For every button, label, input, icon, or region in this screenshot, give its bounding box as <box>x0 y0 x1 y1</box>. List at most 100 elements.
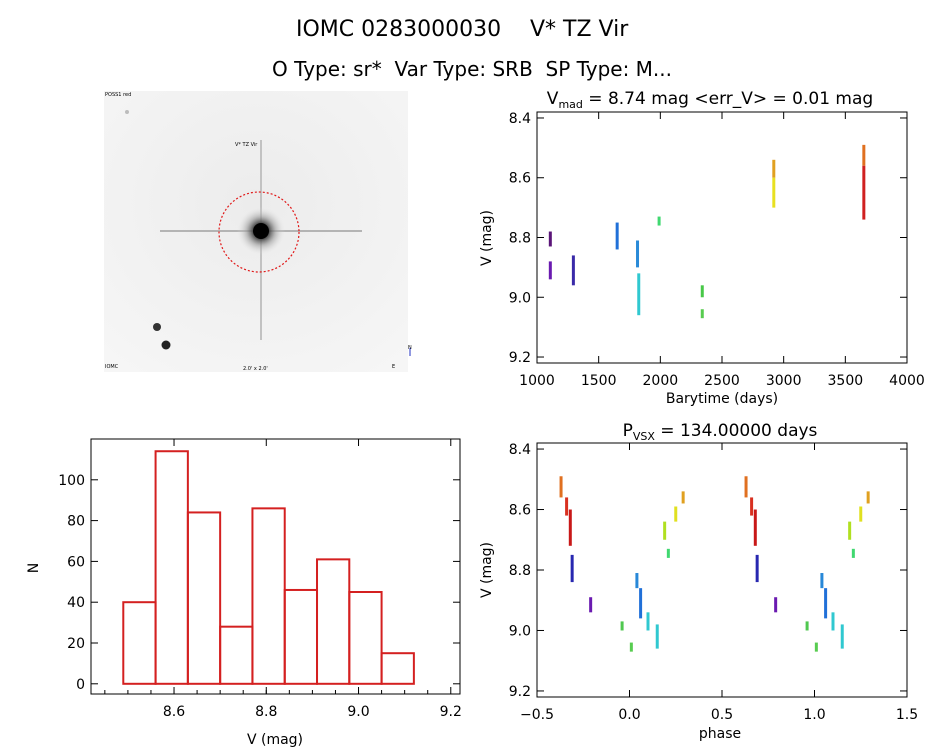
light-curve-title: Vmad = 8.74 mag <err_V> = 0.01 mag <box>547 89 873 111</box>
phase-title-post: = 134.00000 days <box>655 421 818 441</box>
phase-point-group <box>831 612 835 631</box>
histogram-bar <box>186 511 222 685</box>
phase-point-group <box>840 624 844 649</box>
phase-point-group <box>753 509 757 546</box>
image-east-label: E <box>392 364 395 370</box>
phase-point-group <box>666 548 670 558</box>
light-curve-frame <box>536 111 908 364</box>
phase-point-group <box>559 476 563 498</box>
field-star-1 <box>153 323 161 331</box>
light-curve-panel: Vmad = 8.74 mag <err_V> = 0.01 mag 8.48.… <box>479 89 925 407</box>
phase-point-group <box>750 497 754 516</box>
histogram-bar <box>219 625 254 685</box>
phase-x-ticks: −0.5 0.0 0.5 1.0 1.5 <box>520 443 918 723</box>
histogram-xtick-label: 8.6 <box>163 704 185 720</box>
image-target-label: V* TZ Vir <box>235 142 258 148</box>
light-curve-x-ticks: 1000 1500 2000 2500 3000 3500 4000 <box>519 112 925 389</box>
light-curve-ytick-label: 8.6 <box>509 171 531 187</box>
histogram-ytick-label: 100 <box>58 473 85 489</box>
phase-xtick-label: −0.5 <box>520 707 554 723</box>
light-curve-ytick-label: 9.0 <box>509 290 531 306</box>
histogram-bars <box>122 450 415 685</box>
histogram-bar <box>380 652 415 685</box>
image-survey-label: POSS1 red <box>105 92 131 98</box>
image-scale-label: 2.0' x 2.0' <box>243 366 268 372</box>
light-curve-xlabel: Barytime (days) <box>666 391 778 407</box>
phase-point-group <box>774 597 778 613</box>
phase-xtick-label: 1.5 <box>896 707 918 723</box>
histogram-bar <box>122 601 157 685</box>
phase-title-sub: VSX <box>633 430 656 443</box>
light-curve-ylabel: V (mag) <box>479 210 495 266</box>
phase-point-group <box>620 621 624 631</box>
light-curve-title-pre: V <box>547 89 559 109</box>
histogram-bar <box>316 558 351 685</box>
light-curve-title-sub: mad <box>558 98 582 111</box>
light-curve-ytick-label: 8.8 <box>509 231 531 247</box>
phase-point-group <box>565 497 569 516</box>
histogram-ytick-label: 0 <box>76 677 85 693</box>
histogram-x-ticks: 8.6 8.8 9.0 9.2 <box>104 439 462 720</box>
phase-point-group <box>851 548 855 558</box>
light-curve-point-group <box>772 177 776 208</box>
light-curve-ytick-label: 8.4 <box>509 111 531 127</box>
target-aperture-circle <box>218 191 300 273</box>
light-curve-point-group <box>772 159 776 178</box>
light-curve-y-ticks: 8.4 8.6 8.8 9.0 9.2 <box>509 111 907 366</box>
phase-ytick-label: 9.2 <box>509 684 531 700</box>
phase-point-group <box>570 554 574 583</box>
phase-point-group <box>859 506 863 522</box>
field-star-2 <box>161 340 171 350</box>
light-curve-xtick-label: 1000 <box>519 373 555 389</box>
histogram-xlabel: V (mag) <box>247 732 303 747</box>
phase-ylabel: V (mag) <box>479 542 495 598</box>
light-curve-point-group <box>862 144 866 166</box>
light-curve-point-group <box>615 222 619 250</box>
light-curve-ytick-label: 9.2 <box>509 350 531 366</box>
phase-point-group <box>848 521 852 540</box>
phase-point-group <box>663 521 667 540</box>
figure-title-id: IOMC 0283000030 <box>296 17 501 42</box>
phase-xtick-label: 0.5 <box>711 707 733 723</box>
light-curve-xtick-label: 2000 <box>643 373 679 389</box>
sky-image: POSS1 red V* TZ Vir IOMC 2.0' x 2.0' E N <box>104 91 412 372</box>
phase-point-group <box>568 509 572 546</box>
figure-title-name: V* TZ Vir <box>530 17 629 42</box>
light-curve-point-group <box>548 261 552 280</box>
target-star-core <box>253 223 269 239</box>
light-curve-point-group <box>700 285 704 298</box>
histogram-y-ticks: 0 20 40 60 80 100 <box>58 473 460 693</box>
phase-point-group <box>805 621 809 631</box>
phase-point-group <box>866 491 870 504</box>
histogram-ytick-label: 60 <box>67 554 85 570</box>
phase-ytick-label: 8.6 <box>509 503 531 519</box>
light-curve-point-group <box>571 255 575 286</box>
phase-ytick-label: 8.4 <box>509 442 531 458</box>
histogram-frame <box>90 438 461 695</box>
histogram-xtick-label: 9.0 <box>347 704 369 720</box>
histogram-bar <box>283 588 319 685</box>
histogram-bar <box>154 450 189 685</box>
histogram-ytick-label: 80 <box>67 514 85 530</box>
phase-y-ticks: 8.4 8.6 8.8 9.0 9.2 <box>509 442 907 700</box>
phase-point-group <box>744 476 748 498</box>
phase-point-group <box>639 588 643 619</box>
light-curve-point-group <box>637 273 641 316</box>
phase-point-group <box>674 506 678 522</box>
histogram-bar <box>251 507 286 685</box>
phase-point-group <box>814 642 818 652</box>
phase-point-group <box>629 642 633 652</box>
phase-frame <box>536 442 908 698</box>
histogram-ylabel: N <box>26 563 42 573</box>
histogram-xtick-label: 9.2 <box>440 704 462 720</box>
histogram-ytick-label: 20 <box>67 636 85 652</box>
phase-point-group <box>589 597 593 613</box>
light-curve-xtick-label: 3000 <box>766 373 802 389</box>
light-curve-point-group <box>548 231 552 247</box>
phase-point-group <box>755 554 759 583</box>
phase-panel: PVSX = 134.00000 days 8.4 8.6 8.8 9.0 9.2 −0… <box>479 421 918 742</box>
histogram-ytick-label: 40 <box>67 595 85 611</box>
phase-point-group <box>824 588 828 619</box>
phase-point-group <box>655 624 659 649</box>
